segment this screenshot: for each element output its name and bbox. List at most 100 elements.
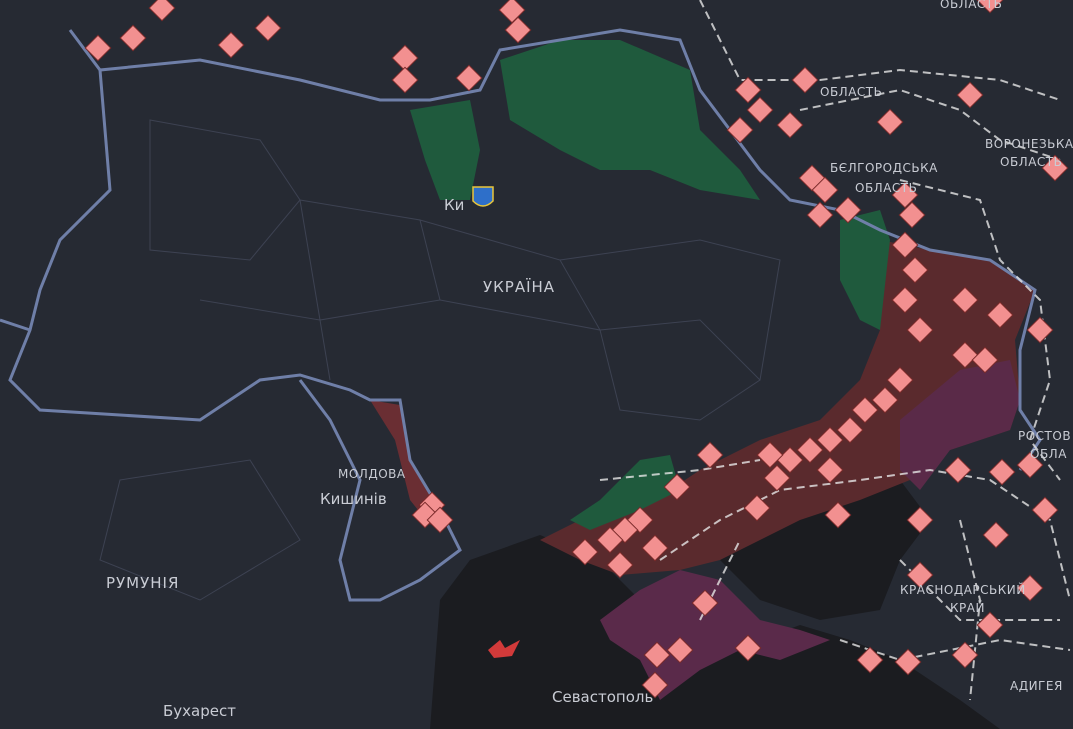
- region-label: РОСТОВ: [1018, 429, 1071, 443]
- event-marker[interactable]: [254, 14, 282, 42]
- event-marker[interactable]: [856, 646, 884, 674]
- event-marker[interactable]: [811, 176, 839, 204]
- event-marker[interactable]: [726, 116, 754, 144]
- green-area: [500, 40, 760, 200]
- country-label: РУМУНІЯ: [106, 574, 179, 592]
- borders: [0, 28, 1042, 602]
- event-marker[interactable]: [1026, 316, 1054, 344]
- city-label: Севастополь: [552, 688, 653, 706]
- event-marker[interactable]: [824, 501, 852, 529]
- region-label: ОБЛАСТЬ: [820, 85, 882, 99]
- country-label: УКРАЇНА: [483, 277, 555, 296]
- event-marker[interactable]: [891, 231, 919, 259]
- event-marker[interactable]: [898, 201, 926, 229]
- country-label: МОЛДОВА: [338, 467, 406, 481]
- event-marker[interactable]: [455, 64, 483, 92]
- event-marker[interactable]: [1016, 451, 1044, 479]
- event-marker[interactable]: [816, 456, 844, 484]
- event-marker[interactable]: [944, 456, 972, 484]
- event-marker[interactable]: [976, 611, 1004, 639]
- occupied-area-east: [900, 360, 1020, 490]
- green-area: [410, 100, 480, 200]
- event-marker[interactable]: [891, 286, 919, 314]
- region-label: КРАЙ: [950, 600, 985, 615]
- event-marker[interactable]: [596, 526, 624, 554]
- event-marker[interactable]: [743, 494, 771, 522]
- event-marker[interactable]: [906, 506, 934, 534]
- event-marker[interactable]: [426, 506, 454, 534]
- event-marker[interactable]: [906, 316, 934, 344]
- event-marker[interactable]: [148, 0, 176, 22]
- event-marker[interactable]: [951, 641, 979, 669]
- kyiv-emblem: [472, 186, 494, 207]
- city-label: Бухарест: [163, 702, 236, 720]
- event-marker[interactable]: [1016, 574, 1044, 602]
- region-label: ОБЛАСТЬ: [855, 181, 917, 195]
- event-marker[interactable]: [391, 66, 419, 94]
- event-marker[interactable]: [806, 201, 834, 229]
- event-marker[interactable]: [504, 16, 532, 44]
- event-marker[interactable]: [891, 181, 919, 209]
- event-marker[interactable]: [834, 196, 862, 224]
- event-marker[interactable]: [756, 441, 784, 469]
- event-marker[interactable]: [606, 551, 634, 579]
- event-marker[interactable]: [894, 648, 922, 676]
- city-label: Ки: [444, 196, 464, 214]
- event-marker[interactable]: [836, 416, 864, 444]
- event-marker[interactable]: [976, 0, 1004, 14]
- event-marker[interactable]: [871, 386, 899, 414]
- event-marker[interactable]: [776, 446, 804, 474]
- event-marker[interactable]: [696, 441, 724, 469]
- event-marker[interactable]: [988, 458, 1016, 486]
- occupied-area: [540, 240, 1035, 575]
- event-marker[interactable]: [951, 286, 979, 314]
- event-marker[interactable]: [119, 24, 147, 52]
- event-marker[interactable]: [851, 396, 879, 424]
- black-sea: [430, 535, 1000, 729]
- event-marker[interactable]: [663, 473, 691, 501]
- event-marker[interactable]: [734, 634, 762, 662]
- event-marker[interactable]: [886, 366, 914, 394]
- event-marker[interactable]: [956, 81, 984, 109]
- event-marker[interactable]: [641, 671, 669, 699]
- event-marker[interactable]: [906, 561, 934, 589]
- event-marker[interactable]: [971, 346, 999, 374]
- region-label: ОБЛА: [1030, 447, 1067, 461]
- event-marker[interactable]: [84, 34, 112, 62]
- event-marker[interactable]: [734, 76, 762, 104]
- green-area: [840, 210, 890, 330]
- event-marker[interactable]: [776, 111, 804, 139]
- event-marker[interactable]: [666, 636, 694, 664]
- event-marker[interactable]: [643, 641, 671, 669]
- event-marker[interactable]: [901, 256, 929, 284]
- region-label: ОБЛАСТЬ: [940, 0, 1002, 11]
- event-marker[interactable]: [876, 108, 904, 136]
- event-marker[interactable]: [1041, 154, 1069, 182]
- event-marker[interactable]: [498, 0, 526, 24]
- region-label: КРАСНОДАРСЬКИЙ: [900, 582, 1026, 597]
- event-marker[interactable]: [816, 426, 844, 454]
- event-marker[interactable]: [986, 301, 1014, 329]
- event-marker[interactable]: [217, 31, 245, 59]
- event-marker[interactable]: [796, 436, 824, 464]
- event-marker[interactable]: [791, 66, 819, 94]
- region-label: БЄЛГОРОДСЬКА: [830, 161, 938, 175]
- event-marker[interactable]: [1031, 496, 1059, 524]
- ship-icon: [488, 640, 520, 658]
- event-marker[interactable]: [982, 521, 1010, 549]
- event-marker[interactable]: [951, 341, 979, 369]
- region-label: АДИГЕЯ: [1010, 679, 1063, 693]
- event-marker[interactable]: [746, 96, 774, 124]
- event-marker[interactable]: [641, 534, 669, 562]
- region-label: ВОРОНЕЗЬКА: [985, 137, 1073, 151]
- region-borders: [99, 119, 781, 601]
- city-label: Кишинів: [320, 490, 387, 508]
- event-marker[interactable]: [391, 44, 419, 72]
- event-marker[interactable]: [571, 538, 599, 566]
- event-marker[interactable]: [691, 589, 719, 617]
- event-marker[interactable]: [763, 464, 791, 492]
- region-label: ОБЛАСТЬ: [1000, 155, 1062, 169]
- transnistria: [370, 400, 440, 525]
- azov-sea: [720, 480, 930, 620]
